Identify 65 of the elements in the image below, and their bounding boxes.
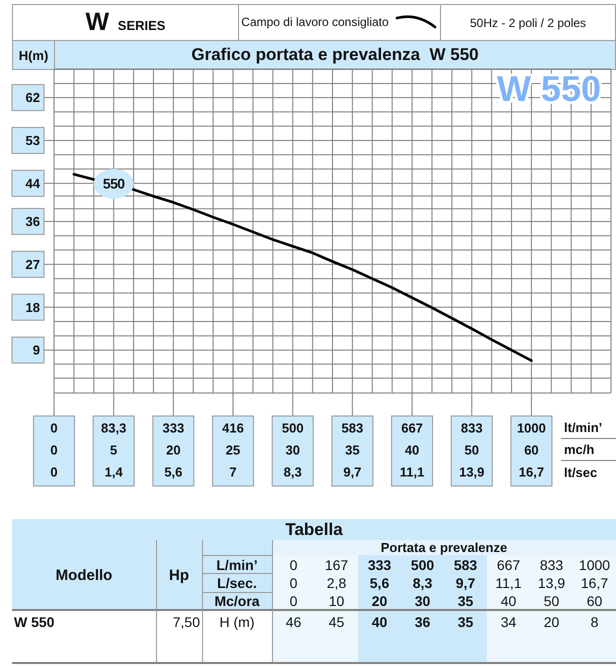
data-label: 40: [500, 592, 516, 609]
x-axis-title: lt/min’ mc/h lt/sec: [564, 420, 602, 480]
y-tick-label: 9: [32, 342, 40, 358]
data-label: 35: [458, 592, 474, 609]
annotation: 550: [102, 176, 126, 192]
data-label: 16,7: [580, 574, 608, 591]
text: W 550: [14, 614, 54, 630]
text: Tabella: [285, 520, 343, 540]
text: Portata e prevalenze: [380, 540, 508, 555]
data-label: 5,6: [370, 574, 390, 591]
chart-title: Grafico portata e prevalenza W 550: [191, 45, 479, 65]
data-label: 8,3: [412, 574, 432, 591]
category-label: 583: [454, 556, 478, 573]
series-label: H (m): [220, 614, 254, 630]
data-label: 50: [544, 592, 560, 609]
text: L/min’: [216, 556, 258, 573]
x-tick-label: 333 20 5,6: [162, 420, 184, 480]
text: Hp: [169, 566, 189, 584]
y-tick-label: 18: [26, 300, 40, 315]
data-label: 30: [414, 592, 430, 609]
x-tick-label: 1000 60 16,7: [516, 420, 546, 480]
x-tick-label: 416 25 7: [222, 420, 244, 480]
category-label: 1000: [578, 556, 610, 573]
x-tick-label: 0 0 0: [50, 420, 58, 480]
category-label: 500: [410, 556, 434, 573]
data-label: 35: [458, 614, 474, 630]
data-label: 9,7: [456, 574, 476, 591]
data-label: 40: [372, 614, 388, 630]
text: 7,50: [172, 614, 200, 630]
data-label: 8: [590, 614, 598, 630]
data-label: 34: [500, 614, 516, 630]
x-tick-label: 83,3 5 1,4: [101, 420, 126, 480]
data-label: 60: [586, 592, 602, 609]
category-label: 0: [290, 592, 298, 609]
y-tick-label: 62: [26, 90, 40, 106]
category-label: 667: [496, 556, 520, 573]
text: Modello: [56, 566, 112, 584]
category-label: 167: [324, 556, 348, 573]
series-label: Mc/ora: [214, 593, 260, 610]
data-label: 10: [328, 592, 344, 609]
y-tick-label: 27: [26, 256, 40, 272]
data-label: 20: [544, 614, 560, 630]
category-label: 333: [368, 556, 392, 573]
category-label: 833: [540, 556, 564, 573]
data-label: 13,9: [538, 574, 566, 591]
x-tick-label: 667 40 11,1: [400, 420, 424, 480]
series-label: L/sec.: [217, 574, 257, 591]
y-axis-title: H(m): [18, 48, 48, 62]
data-label: 36: [414, 614, 430, 630]
x-tick-label: 583 35 9,7: [342, 420, 364, 480]
x-tick-label: 500 30 8,3: [282, 420, 304, 480]
data-label: 0: [290, 574, 298, 591]
y-tick-label: 36: [26, 214, 40, 230]
legend-label: Campo di lavoro consigliato: [241, 15, 389, 29]
text: W SERIES: [86, 8, 166, 36]
data-label: 46: [286, 614, 302, 630]
data-label: 11,1: [495, 574, 522, 591]
y-tick-label: 53: [26, 133, 40, 148]
data-label: 20: [372, 592, 388, 609]
data-label: 45: [328, 614, 344, 630]
data-label: 0: [290, 556, 298, 573]
y-tick-label: 44: [26, 176, 41, 191]
x-tick-label: 833 50 13,9: [459, 420, 484, 480]
text: 50Hz - 2 poli / 2 poles: [470, 16, 586, 30]
data-label: 2,8: [326, 574, 346, 591]
